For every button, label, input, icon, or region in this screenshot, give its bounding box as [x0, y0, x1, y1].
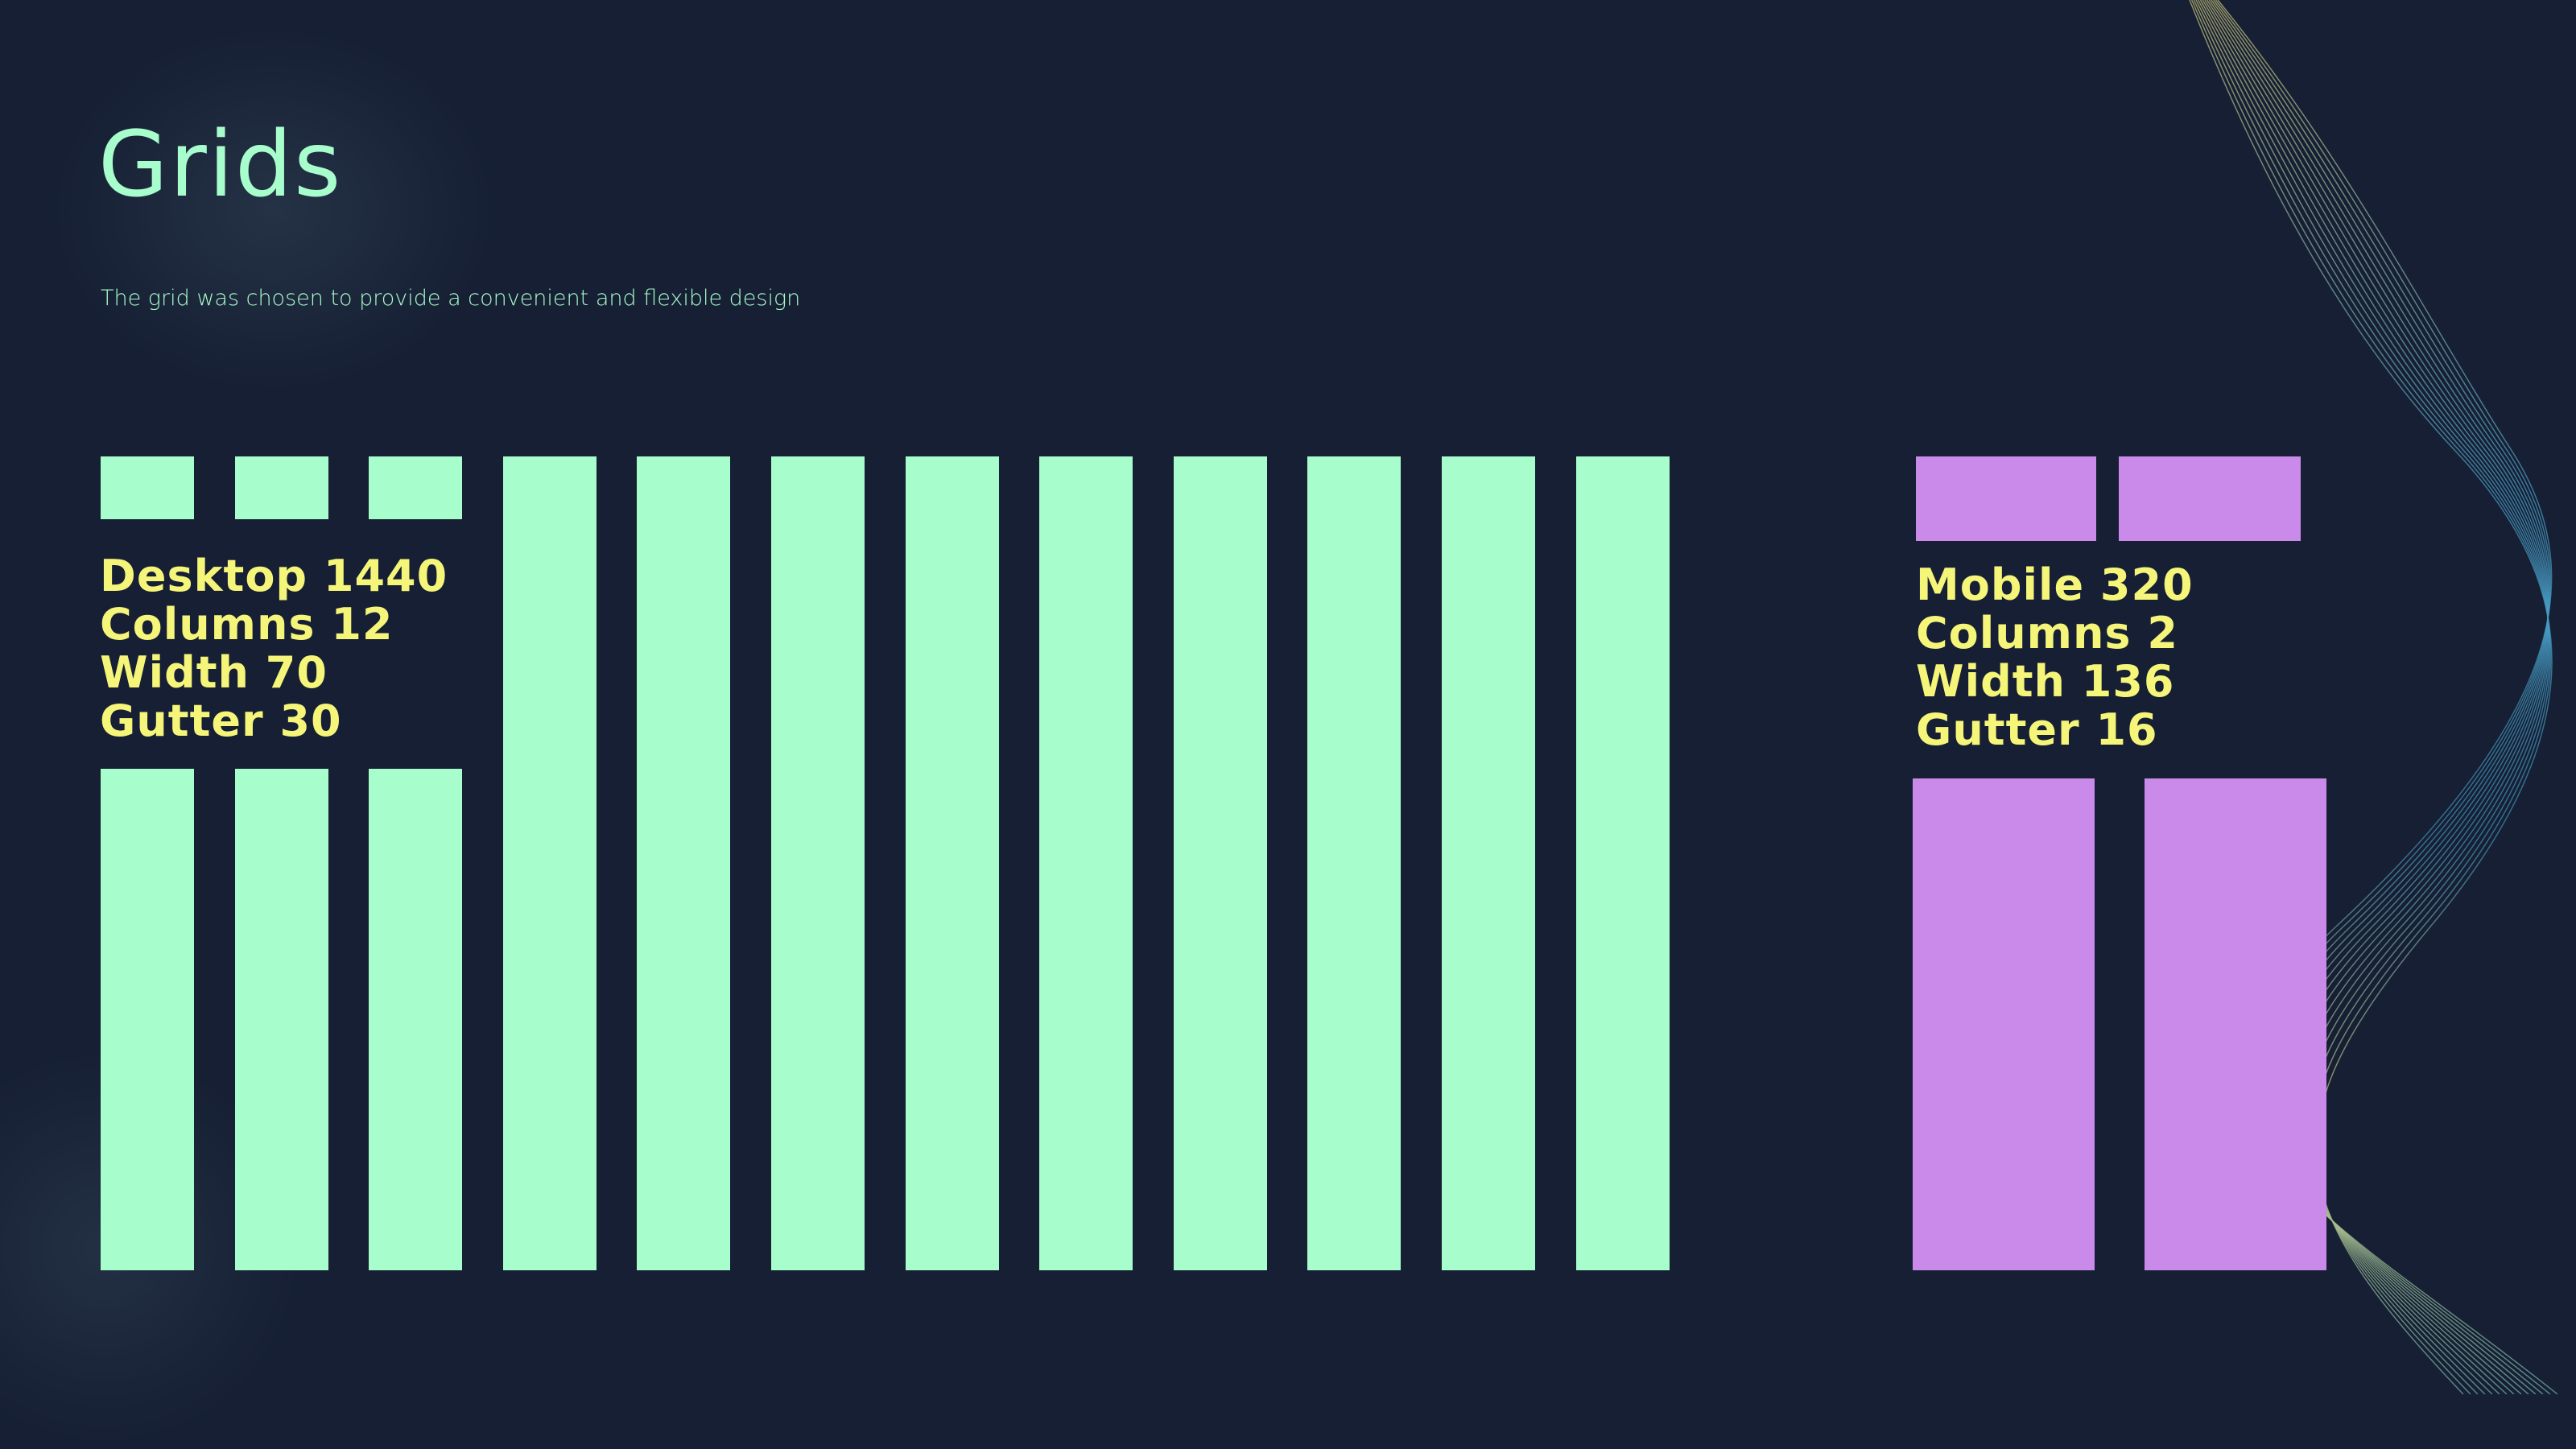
desktop-column: [637, 456, 731, 1270]
mobile-spec-size: Mobile 320: [1916, 559, 2194, 610]
desktop-spec: Desktop 1440 Columns 12 Width 70 Gutter …: [100, 552, 448, 745]
desktop-column: [905, 456, 999, 1270]
mobile-column: [2145, 778, 2326, 1270]
mobile-spec: Mobile 320 Columns 2 Width 136 Gutter 16: [1916, 561, 2194, 754]
desktop-column: [1307, 456, 1402, 1270]
desktop-column: [502, 456, 597, 1270]
desktop-column-top: [369, 456, 463, 519]
page-subtitle: The grid was chosen to provide a conveni…: [101, 286, 801, 311]
desktop-column: [771, 456, 865, 1270]
mobile-spec-gutter: Gutter 16: [1916, 704, 2158, 755]
desktop-column-top: [101, 456, 194, 519]
desktop-column: [1173, 456, 1267, 1270]
mobile-column: [1913, 778, 2095, 1270]
mobile-spec-columns: Columns 2: [1916, 608, 2178, 658]
mobile-column-top: [1916, 456, 2096, 541]
desktop-column: [101, 769, 194, 1270]
desktop-spec-size: Desktop 1440: [100, 551, 448, 601]
mobile-column-top: [2119, 456, 2301, 541]
desktop-spec-gutter: Gutter 30: [100, 696, 342, 746]
page-title: Grids: [98, 113, 343, 217]
desktop-column-top: [234, 456, 328, 519]
desktop-column: [1575, 456, 1670, 1270]
desktop-column: [1442, 456, 1535, 1270]
desktop-spec-columns: Columns 12: [100, 599, 394, 650]
desktop-column: [1039, 456, 1133, 1270]
desktop-column: [369, 769, 463, 1270]
mobile-spec-width: Width 136: [1916, 656, 2175, 707]
desktop-column: [234, 769, 328, 1270]
desktop-spec-width: Width 70: [100, 647, 328, 698]
